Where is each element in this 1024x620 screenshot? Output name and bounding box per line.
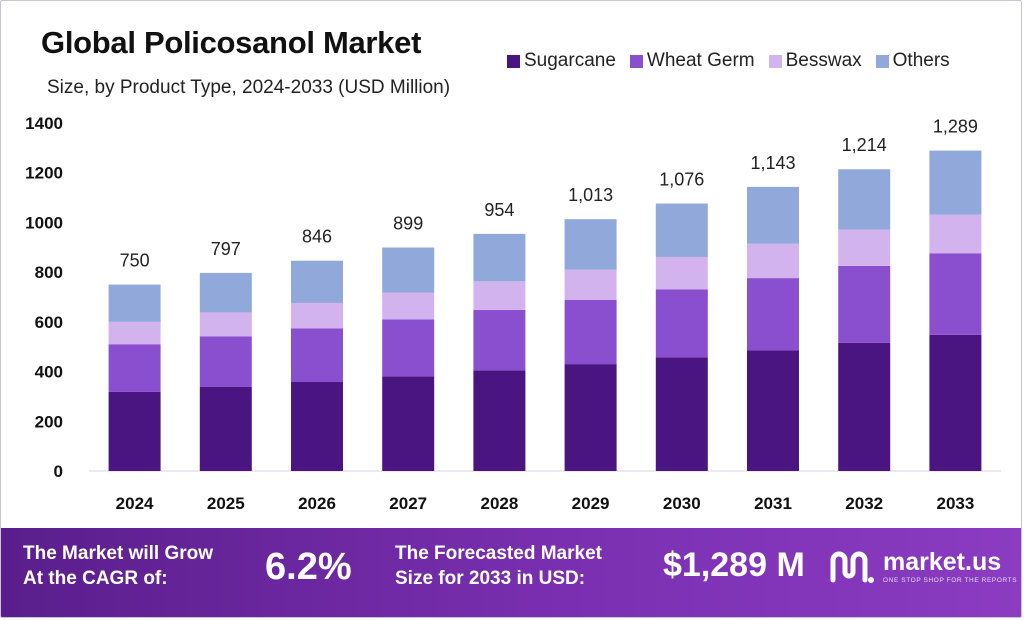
bar-segment-sugarcane bbox=[108, 391, 161, 471]
bar-segment-wheat-germ bbox=[291, 328, 343, 383]
bar-segment-wheat-germ bbox=[564, 299, 617, 365]
bar-segment-wheat-germ bbox=[108, 344, 161, 392]
x-tick-label: 2032 bbox=[845, 494, 883, 513]
x-tick-label: 2027 bbox=[389, 494, 427, 513]
legend-item-sugarcane: Sugarcane bbox=[507, 50, 616, 72]
bar-segment-besswax bbox=[291, 302, 343, 329]
bar-total-label: 846 bbox=[302, 227, 332, 247]
bar-segment-sugarcane bbox=[655, 357, 708, 471]
cagr-label-line2: At the CAGR of: bbox=[23, 568, 168, 589]
brand-name: market.us bbox=[883, 547, 1002, 576]
bar-total-label: 1,143 bbox=[750, 153, 795, 173]
bar-segment-sugarcane bbox=[473, 370, 526, 471]
bar-total-label: 1,289 bbox=[933, 117, 978, 137]
bar-segment-besswax bbox=[199, 312, 252, 337]
y-tick-label: 0 bbox=[54, 462, 63, 481]
bar-segment-wheat-germ bbox=[929, 253, 982, 335]
x-tick-label: 2025 bbox=[207, 494, 245, 513]
x-tick-label: 2028 bbox=[480, 494, 518, 513]
forecast-label-line1: The Forecasted Market bbox=[395, 543, 602, 564]
bar-segment-others bbox=[655, 203, 708, 257]
legend-item-others: Others bbox=[875, 50, 950, 72]
y-tick-label: 1400 bbox=[25, 114, 63, 133]
y-tick-label: 200 bbox=[35, 412, 63, 431]
bar-segment-sugarcane bbox=[291, 382, 343, 471]
legend-label-wheat-germ: Wheat Germ bbox=[646, 50, 755, 71]
bar-segment-sugarcane bbox=[838, 342, 891, 471]
bar-segment-sugarcane bbox=[929, 334, 982, 471]
bar-segment-wheat-germ bbox=[655, 289, 708, 358]
x-tick-label: 2030 bbox=[663, 494, 701, 513]
cagr-label: The Market will Grow At the CAGR of: bbox=[23, 541, 213, 591]
bar-segment-sugarcane bbox=[382, 376, 435, 471]
chart-subtitle: Size, by Product Type, 2024-2033 (USD Mi… bbox=[47, 77, 451, 98]
y-tick-label: 1200 bbox=[25, 164, 63, 183]
legend-swatch-besswax bbox=[768, 54, 782, 68]
bar-segment-others bbox=[838, 169, 891, 230]
market-us-logo: market.us ONE STOP SHOP FOR THE REPORTS bbox=[829, 546, 1017, 586]
bar-segment-wheat-germ bbox=[473, 309, 526, 371]
bar-total-label: 797 bbox=[211, 239, 241, 259]
legend-label-sugarcane: Sugarcane bbox=[524, 50, 616, 71]
cagr-value: 6.2% bbox=[265, 546, 352, 588]
bar-segment-besswax bbox=[473, 281, 526, 310]
forecast-label: The Forecasted Market Size for 2033 in U… bbox=[395, 541, 602, 591]
legend-swatch-sugarcane bbox=[507, 54, 520, 68]
bar-segment-besswax bbox=[655, 256, 708, 290]
bar-segment-besswax bbox=[382, 292, 435, 320]
x-tick-label: 2029 bbox=[572, 494, 610, 513]
x-tick-label: 2033 bbox=[936, 494, 974, 513]
legend-swatch-others bbox=[875, 54, 889, 68]
x-tick-label: 2024 bbox=[116, 494, 154, 513]
bar-segment-others bbox=[291, 260, 343, 303]
y-tick-label: 600 bbox=[35, 313, 63, 332]
y-tick-label: 400 bbox=[35, 363, 63, 382]
bar-segment-others bbox=[747, 186, 799, 244]
y-tick-label: 800 bbox=[35, 263, 63, 282]
chart-title: Global Policosanol Market bbox=[41, 25, 422, 60]
bar-segment-others bbox=[199, 272, 252, 313]
bar-segment-besswax bbox=[838, 229, 891, 266]
stacked-bar-chart: 0 200 400 600 800 1000 1200 1400 750 2024 797 2025 8… bbox=[25, 114, 1001, 513]
bar-segment-others bbox=[564, 219, 617, 270]
brand-tagline: ONE STOP SHOP FOR THE REPORTS bbox=[883, 576, 1018, 584]
bar-segment-wheat-germ bbox=[382, 319, 435, 377]
forecast-label-line2: Size for 2033 in USD: bbox=[395, 568, 586, 589]
y-tick-label: 1000 bbox=[25, 213, 63, 232]
legend-item-wheat-germ: Wheat Germ bbox=[629, 50, 755, 72]
market-us-logo-icon bbox=[830, 551, 874, 583]
bar-total-label: 954 bbox=[484, 200, 514, 220]
bar-segment-besswax bbox=[108, 321, 161, 345]
bar-segment-wheat-germ bbox=[747, 278, 799, 351]
legend-label-besswax: Besswax bbox=[785, 50, 862, 71]
bar-segment-others bbox=[929, 150, 982, 215]
bar-segment-others bbox=[473, 233, 526, 282]
bar-segment-sugarcane bbox=[564, 364, 617, 471]
bar-segment-besswax bbox=[929, 214, 982, 254]
legend-item-besswax: Besswax bbox=[768, 50, 862, 72]
bar-total-label: 1,076 bbox=[659, 170, 704, 190]
bar-segment-wheat-germ bbox=[199, 336, 252, 387]
x-tick-label: 2031 bbox=[754, 494, 792, 513]
bar-segment-besswax bbox=[564, 269, 617, 300]
bar-total-label: 1,013 bbox=[568, 185, 613, 205]
bar-segment-others bbox=[108, 284, 161, 322]
bar-segment-others bbox=[382, 247, 435, 293]
legend: Sugarcane Wheat Germ Besswax Others bbox=[507, 50, 950, 72]
bar-segment-wheat-germ bbox=[838, 265, 891, 343]
bar-total-label: 1,214 bbox=[842, 135, 887, 155]
legend-swatch-wheat-germ bbox=[629, 54, 643, 68]
cagr-label-line1: The Market will Grow bbox=[23, 543, 214, 564]
legend-label-others: Others bbox=[892, 50, 950, 71]
bar-total-label: 750 bbox=[120, 251, 150, 271]
bar-segment-sugarcane bbox=[747, 350, 799, 471]
forecast-value: $1,289 M bbox=[663, 546, 805, 584]
bar-segment-besswax bbox=[747, 243, 799, 279]
x-tick-label: 2026 bbox=[298, 494, 336, 513]
bar-total-label: 899 bbox=[393, 214, 423, 234]
bar-segment-sugarcane bbox=[199, 386, 252, 471]
